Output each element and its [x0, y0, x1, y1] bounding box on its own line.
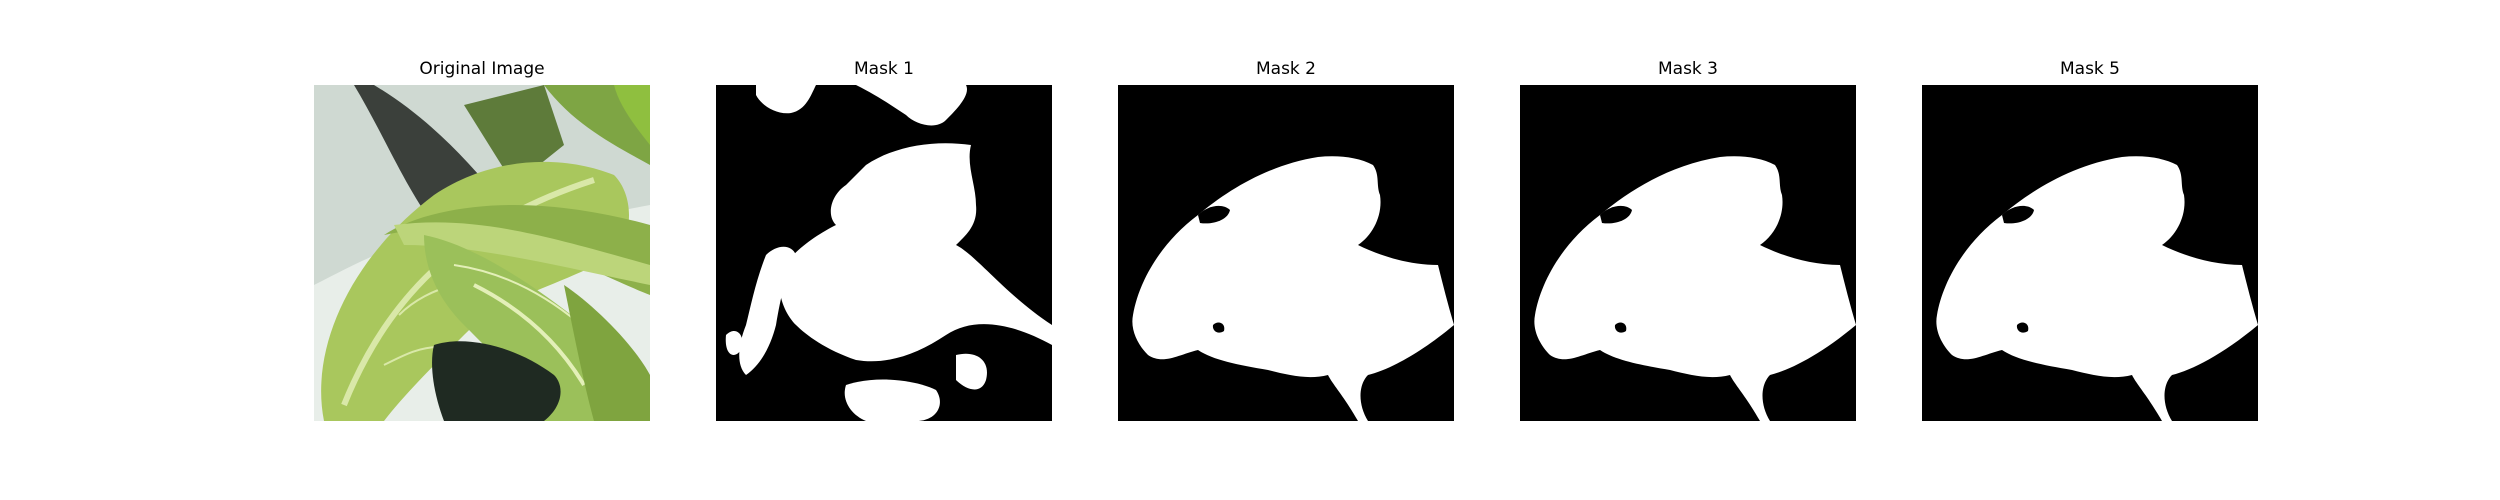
panel-title: Mask 2: [1255, 59, 1316, 79]
mask-1-image: [716, 85, 1052, 421]
panel-original-image: Original Image: [314, 0, 650, 500]
mask-5-image: [1922, 85, 2258, 421]
panel-title: Mask 1: [853, 59, 914, 79]
panel-mask-5: Mask 5: [1922, 0, 2258, 500]
mask-3-image: [1520, 85, 1856, 421]
original-leaf-photo: [314, 85, 650, 421]
panel-mask-1: Mask 1: [716, 0, 1052, 500]
panel-mask-3: Mask 3: [1520, 0, 1856, 500]
panel-title: Mask 3: [1657, 59, 1718, 79]
mask-2-image: [1118, 85, 1454, 421]
panel-mask-2: Mask 2: [1118, 0, 1454, 500]
panel-title: Mask 5: [2059, 59, 2120, 79]
panel-title: Original Image: [419, 59, 545, 79]
